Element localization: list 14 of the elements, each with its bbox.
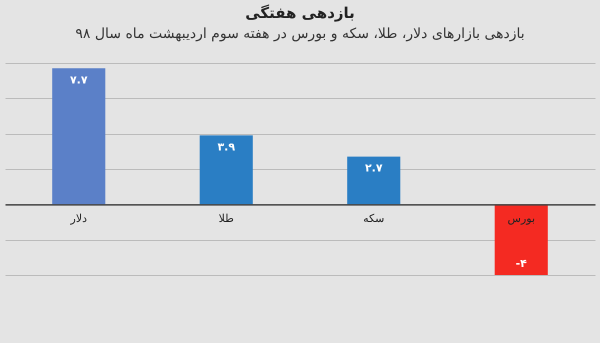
chart-title: بازدهی هفتگی	[245, 4, 355, 22]
data-label: -۴	[516, 257, 528, 270]
bar	[52, 68, 106, 204]
x-tick-label: دلار	[70, 212, 88, 225]
data-label: ۲.۷	[364, 162, 383, 175]
bar	[494, 204, 548, 275]
data-label: ۳.۹	[217, 140, 236, 154]
bar	[347, 156, 400, 204]
chart-subtitle: بازدهی بازارهای دلار، طلا، سکه و بورس در هفته سوم اردیبهشت ماه سال ۹۸	[75, 26, 525, 42]
x-tick-label: طلا	[218, 212, 234, 225]
x-tick-label: سکه	[363, 212, 384, 225]
bar	[200, 135, 253, 204]
data-label: ۷.۷	[70, 73, 88, 86]
x-tick-label: بورس	[508, 212, 535, 225]
